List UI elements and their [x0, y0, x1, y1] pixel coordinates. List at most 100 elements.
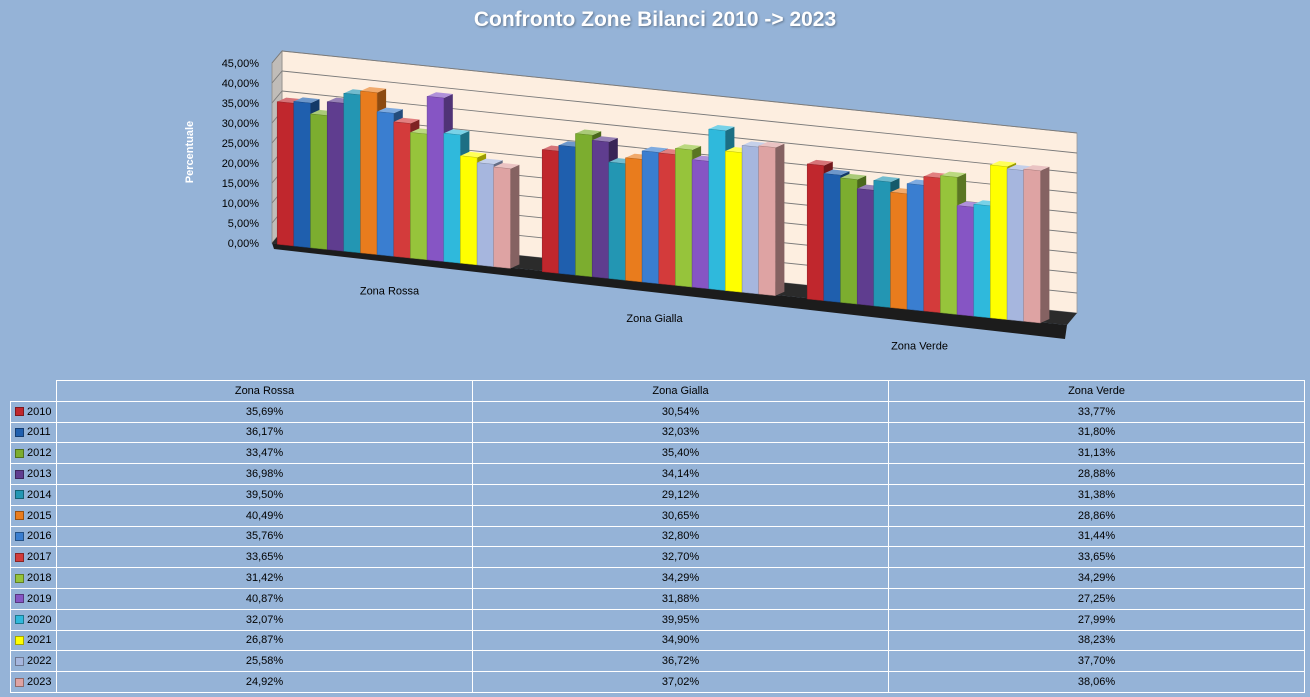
- table-cell: 31,42%: [56, 567, 473, 589]
- chart-floor-edge: [272, 243, 1067, 339]
- table-cell: 31,13%: [888, 442, 1305, 465]
- y-tick-label: 0,00%: [228, 238, 259, 250]
- table-cell: 34,29%: [472, 567, 889, 589]
- bar-top-face: [575, 129, 602, 136]
- table-column-header: Zona Verde: [888, 380, 1305, 402]
- y-tick-label: 10,00%: [222, 198, 260, 210]
- bar: [276, 101, 295, 247]
- bar: [293, 101, 311, 249]
- gridline: [281, 50, 1078, 134]
- table-cell: 34,14%: [472, 463, 889, 485]
- legend-key-cell: 2011: [10, 421, 57, 444]
- bar: [410, 132, 428, 261]
- table-cell: 32,70%: [472, 546, 889, 569]
- bar: [956, 205, 975, 317]
- legend-swatch: [15, 615, 24, 625]
- table-cell: 25,58%: [56, 650, 473, 673]
- table-cell: 35,40%: [472, 442, 889, 465]
- legend-year-label: 2013: [27, 468, 52, 481]
- bar-top-face: [840, 173, 867, 180]
- bar: [758, 145, 776, 296]
- table-column-header: Zona Rossa: [56, 380, 473, 402]
- legend-swatch: [15, 448, 24, 458]
- bar: [990, 164, 1008, 320]
- table-cell: 27,99%: [888, 608, 1305, 631]
- table-cell: 27,25%: [888, 587, 1305, 610]
- table-cell: 35,69%: [56, 400, 473, 423]
- bar: [725, 150, 743, 293]
- bar: [806, 163, 825, 301]
- legend-key-cell: 2018: [10, 567, 57, 589]
- legend-year-label: 2020: [27, 613, 52, 626]
- legend-swatch: [15, 656, 24, 666]
- table-cell: 37,70%: [888, 650, 1305, 673]
- bar: [476, 162, 494, 267]
- bar: [310, 113, 328, 250]
- table-cell: 33,47%: [56, 442, 473, 465]
- bar-top-face: [377, 107, 403, 114]
- table-cell: 31,38%: [888, 483, 1305, 506]
- table-row: 2020 32,07% 39,95% 27,99%: [10, 608, 1305, 631]
- legend-key-cell: 2015: [10, 504, 57, 527]
- bar: [541, 149, 560, 274]
- table-row: 2017 33,65% 32,70% 33,65%: [10, 546, 1305, 569]
- gridline-side: [271, 90, 283, 104]
- bar: [591, 140, 610, 279]
- bar: [426, 96, 445, 262]
- legend-swatch: [15, 552, 24, 562]
- table-row: 2019 40,87% 31,88% 27,25%: [10, 587, 1305, 610]
- table-cell: 28,86%: [888, 504, 1305, 527]
- bar: [675, 147, 693, 288]
- legend-key-cell: 2019: [10, 587, 57, 610]
- legend-key-cell: 2017: [10, 546, 57, 569]
- table-corner: [10, 380, 57, 402]
- table-cell: 32,03%: [472, 421, 889, 444]
- bar: [360, 90, 378, 255]
- legend-year-label: 2022: [27, 655, 52, 668]
- table-cell: 33,65%: [56, 546, 473, 569]
- table-cell: 36,17%: [56, 421, 473, 444]
- gridline-side: [271, 70, 283, 84]
- table-cell: 40,87%: [56, 587, 473, 610]
- bar-top-face: [807, 159, 833, 166]
- bar-top-face: [460, 151, 487, 158]
- bar: [641, 150, 660, 284]
- bar: [691, 159, 710, 290]
- table-cell: 31,44%: [888, 525, 1305, 548]
- bar: [923, 176, 941, 313]
- table-row: 2010 35,69% 30,54% 33,77%: [10, 400, 1305, 423]
- legend-year-label: 2019: [27, 592, 52, 605]
- legend-key-cell: 2014: [10, 483, 57, 506]
- bar: [708, 128, 726, 291]
- bar: [906, 183, 925, 312]
- legend-key-cell: 2013: [10, 463, 57, 485]
- bar-top-face: [293, 97, 320, 104]
- y-tick-label: 30,00%: [222, 118, 260, 130]
- gridline: [281, 90, 1078, 174]
- y-tick-label: 40,00%: [222, 78, 260, 90]
- table-row: 2011 36,17% 32,03% 31,80%: [10, 421, 1305, 444]
- table-cell: 32,07%: [56, 608, 473, 631]
- legend-year-label: 2018: [27, 572, 52, 585]
- y-tick-label: 5,00%: [228, 218, 259, 230]
- bar: [1023, 168, 1041, 324]
- legend-swatch: [15, 511, 24, 521]
- y-tick-label: 25,00%: [222, 138, 260, 150]
- gridline-side: [271, 50, 283, 64]
- x-category-label: Zona Rossa: [360, 286, 420, 298]
- bar-top-face: [360, 87, 387, 93]
- bar-top-face: [990, 161, 1017, 167]
- legend-year-label: 2012: [27, 447, 52, 460]
- bar-top-face: [427, 92, 453, 98]
- table-cell: 32,80%: [472, 525, 889, 548]
- legend-swatch: [15, 490, 24, 500]
- y-tick-label: 45,00%: [222, 58, 260, 70]
- bar: [326, 101, 345, 252]
- table-cell: 31,88%: [472, 587, 889, 610]
- y-axis-title: Percentuale: [184, 121, 196, 183]
- bar: [658, 152, 676, 286]
- table-cell: 36,98%: [56, 463, 473, 485]
- legend-key-cell: 2020: [10, 608, 57, 631]
- legend-swatch: [15, 428, 24, 438]
- table-row: 2013 36,98% 34,14% 28,88%: [10, 463, 1305, 485]
